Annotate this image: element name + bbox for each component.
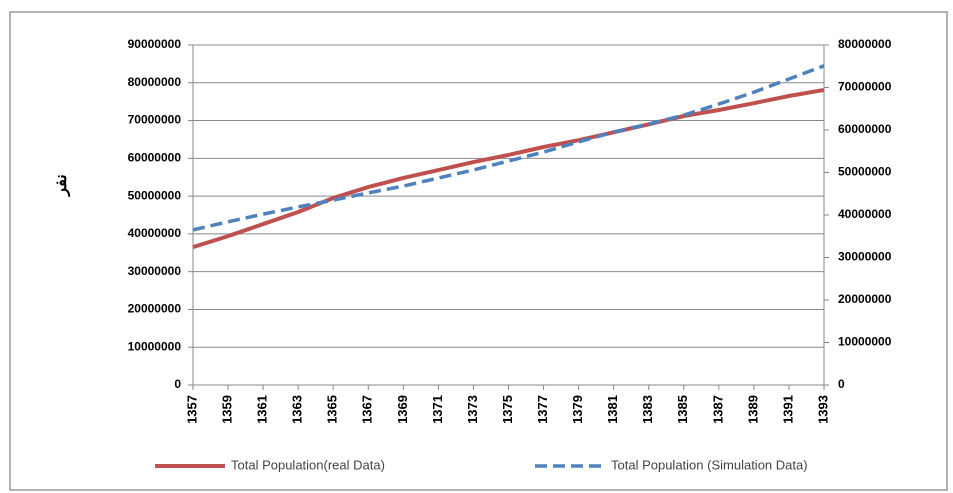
y2-tick-label: 30000000 [838,250,892,264]
x-tick-label: 1385 [675,395,690,424]
y-tick-label: 40000000 [128,226,182,240]
y-tick-label: 70000000 [128,113,182,127]
x-tick-label: 1375 [500,395,515,424]
series-line [192,64,825,232]
x-tick-label: 1367 [360,395,375,424]
chart-frame [9,11,948,491]
y-tick-label: 20000000 [128,302,182,316]
x-tick-label: 1369 [395,395,410,424]
y2-tick-label: 60000000 [838,122,892,136]
x-tick-label: 1359 [219,395,234,424]
x-tick-label: 1373 [465,395,480,424]
x-tick-label: 1393 [815,395,830,424]
y2-tick-label: 10000000 [838,335,892,349]
y2-tick-label: 20000000 [838,292,892,306]
y2-tick-label: 50000000 [838,165,892,179]
x-tick-label: 1379 [570,395,585,424]
x-tick-label: 1389 [745,395,760,424]
y-axis-label: نفر [53,174,71,196]
x-tick-label: 1383 [640,395,655,424]
legend-label: Total Population (Simulation Data) [611,457,808,472]
y2-tick-label: 70000000 [838,80,892,94]
y2-tick-label: 40000000 [838,207,892,221]
y2-tick-label: 0 [838,377,845,391]
x-tick-label: 1377 [535,395,550,424]
x-tick-label: 1365 [325,395,340,424]
x-tick-label: 1387 [710,395,725,424]
x-tick-label: 1391 [780,395,795,424]
x-tick-label: 1361 [255,395,270,424]
x-tick-label: 1371 [430,395,445,424]
y-tick-label: 30000000 [128,264,182,278]
y-tick-label: 50000000 [128,188,182,202]
series-line [192,87,825,250]
y-tick-label: 80000000 [128,75,182,89]
y2-tick-label: 80000000 [838,37,892,51]
y-tick-label: 10000000 [128,339,182,353]
legend-label: Total Population(real Data) [231,457,385,472]
x-tick-label: 1357 [184,395,199,424]
y-tick-label: 90000000 [128,37,182,51]
y-tick-label: 0 [174,377,181,391]
x-tick-label: 1381 [605,395,620,424]
y-tick-label: 60000000 [128,151,182,165]
x-tick-label: 1363 [290,395,305,424]
